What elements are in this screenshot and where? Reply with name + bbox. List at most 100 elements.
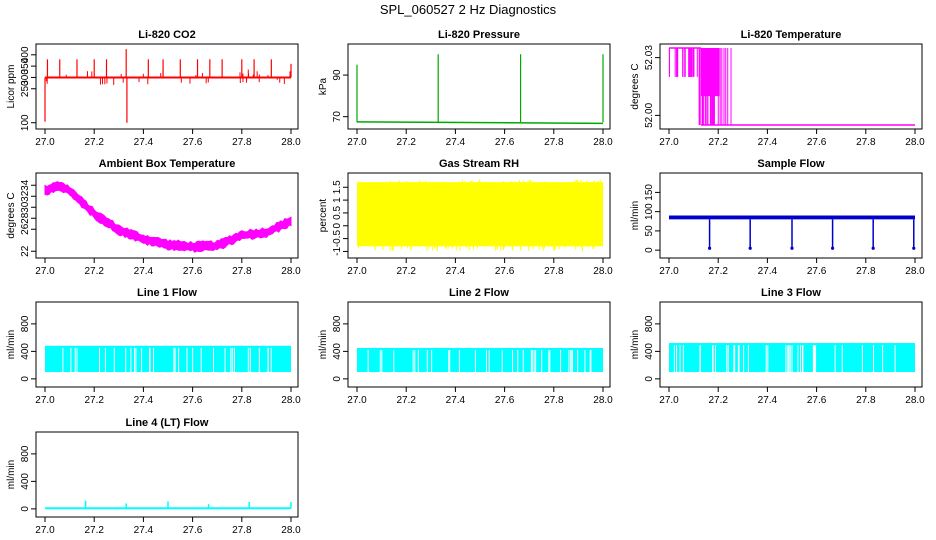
x-tick-label: 27.6: [807, 137, 827, 148]
sample-flow-dip-point: [790, 246, 794, 250]
y-axis-label: ml/min: [630, 201, 641, 230]
panel-3: Li-820 Temperature 27.0 27.2 27.4 27.6 27.8 28…: [630, 29, 925, 148]
sample-flow-dip-point: [912, 246, 916, 250]
y-tick-label: 1.5: [332, 180, 343, 194]
x-tick-label: 28.0: [593, 266, 613, 277]
plot-frame: [35, 301, 299, 388]
plot-title: Line 2 Flow: [449, 287, 509, 299]
sample-flow-dip-point: [707, 246, 712, 250]
plot-frame: [347, 172, 611, 259]
y-tick-label: -0.5: [332, 230, 343, 248]
x-tick-label: 27.0: [35, 395, 55, 406]
panel-8: Line 2 Flow 27.0 27.2 27.4 27.6 27.8 28.0 0 400 8…: [318, 287, 613, 406]
y-tick-label: 800: [20, 315, 31, 332]
x-tick-label: 27.0: [347, 395, 367, 406]
x-tick-label: 27.2: [84, 266, 104, 277]
x-tick-label: 27.6: [183, 137, 203, 148]
y-tick-label: 28: [20, 212, 31, 224]
y-tick-label: -1: [332, 247, 343, 256]
flow-band: [357, 347, 603, 372]
x-tick-label: 27.2: [84, 525, 104, 536]
x-tick-label: 27.0: [347, 266, 367, 277]
x-tick-label: 27.4: [758, 137, 778, 148]
plot-title: Li-820 CO2: [138, 29, 195, 41]
x-tick-label: 27.8: [232, 525, 252, 536]
y-tick-label: 0: [20, 506, 31, 512]
x-tick-label: 27.2: [708, 395, 728, 406]
y-tick-label: 0: [644, 376, 655, 382]
y-tick-label: 0: [20, 376, 31, 382]
x-tick-label: 27.8: [856, 137, 876, 148]
panel-10: Line 4 (LT) Flow 27.0 27.2 27.4 27.6 27.8 28.0…: [6, 417, 301, 536]
plot-title: Line 1 Flow: [137, 287, 197, 299]
y-tick-label: 0.5: [332, 206, 343, 220]
y-axis-label: ml/min: [6, 460, 17, 489]
y-tick-label: 350: [20, 57, 31, 74]
x-tick-label: 27.2: [708, 137, 728, 148]
x-tick-label: 27.8: [232, 137, 252, 148]
x-tick-label: 28.0: [281, 525, 301, 536]
x-tick-label: 27.6: [183, 525, 203, 536]
x-tick-label: 27.8: [232, 395, 252, 406]
y-tick-label: 70: [332, 111, 343, 123]
x-tick-label: 28.0: [593, 137, 613, 148]
plot-title: Ambient Box Temperature: [99, 158, 236, 170]
y-tick-label: 400: [332, 343, 343, 360]
x-tick-label: 28.0: [905, 137, 925, 148]
flow-band: [45, 345, 291, 372]
y-tick-label: 90: [332, 69, 343, 81]
x-tick-label: 27.4: [446, 137, 466, 148]
y-tick-label: 1: [332, 197, 343, 203]
y-axis-label: ml/min: [6, 330, 17, 359]
y-tick-label: 800: [644, 315, 655, 332]
plot-frame: [659, 172, 923, 259]
x-tick-label: 27.4: [446, 266, 466, 277]
sample-flow-dip-point: [871, 246, 875, 250]
y-tick-label: 150: [644, 184, 655, 201]
y-axis-label: Licor ppm: [6, 65, 17, 109]
panel-1: Li-820 CO2 27.0 27.2 27.4 27.6 27.8 28.0 100 250…: [6, 29, 301, 148]
x-tick-label: 27.0: [659, 137, 679, 148]
plot-frame: [35, 172, 299, 259]
plot-title: Line 4 (LT) Flow: [126, 417, 209, 429]
plot-title: Line 3 Flow: [761, 287, 821, 299]
sample-flow-band: [669, 215, 915, 220]
x-tick-label: 27.2: [396, 395, 416, 406]
y-tick-label: 800: [332, 315, 343, 332]
panel-2: Li-820 Pressure 27.0 27.2 27.4 27.6 27.8 28.0 7…: [318, 29, 613, 148]
y-tick-label: 100: [644, 203, 655, 220]
x-tick-label: 27.0: [35, 137, 55, 148]
x-tick-label: 27.8: [544, 137, 564, 148]
x-tick-label: 27.8: [544, 395, 564, 406]
rh-band: [357, 182, 603, 247]
plot-frame: [35, 431, 299, 518]
x-tick-label: 28.0: [281, 395, 301, 406]
x-tick-label: 28.0: [593, 395, 613, 406]
sample-flow-dip-point: [748, 246, 752, 250]
x-tick-label: 27.6: [807, 266, 827, 277]
x-tick-label: 27.6: [807, 395, 827, 406]
x-tick-label: 27.4: [758, 395, 778, 406]
x-tick-label: 27.0: [659, 266, 679, 277]
y-axis-label: percent: [318, 199, 329, 233]
x-tick-label: 27.8: [856, 395, 876, 406]
x-tick-label: 27.0: [35, 525, 55, 536]
x-tick-label: 27.8: [232, 266, 252, 277]
x-tick-label: 27.4: [134, 395, 154, 406]
x-tick-label: 27.0: [659, 395, 679, 406]
y-axis-label: ml/min: [318, 330, 329, 359]
x-tick-label: 27.2: [708, 266, 728, 277]
x-tick-label: 28.0: [281, 137, 301, 148]
plot-frame: [347, 43, 611, 130]
y-tick-label: 30: [20, 201, 31, 213]
plot-frame: [659, 301, 923, 388]
x-tick-label: 27.6: [183, 266, 203, 277]
y-tick-label: 32: [20, 190, 31, 202]
sample-flow-dip-point: [830, 246, 835, 250]
y-tick-label: 400: [20, 46, 31, 63]
plot-frame: [35, 43, 299, 130]
x-tick-label: 27.6: [183, 395, 203, 406]
panel-9: Line 3 Flow 27.0 27.2 27.4 27.6 27.8 28.0 0 400 8…: [630, 287, 925, 406]
panel-7: Line 1 Flow 27.0 27.2 27.4 27.6 27.8 28.0 0 400 8…: [6, 287, 301, 406]
plot-frame: [347, 301, 611, 388]
